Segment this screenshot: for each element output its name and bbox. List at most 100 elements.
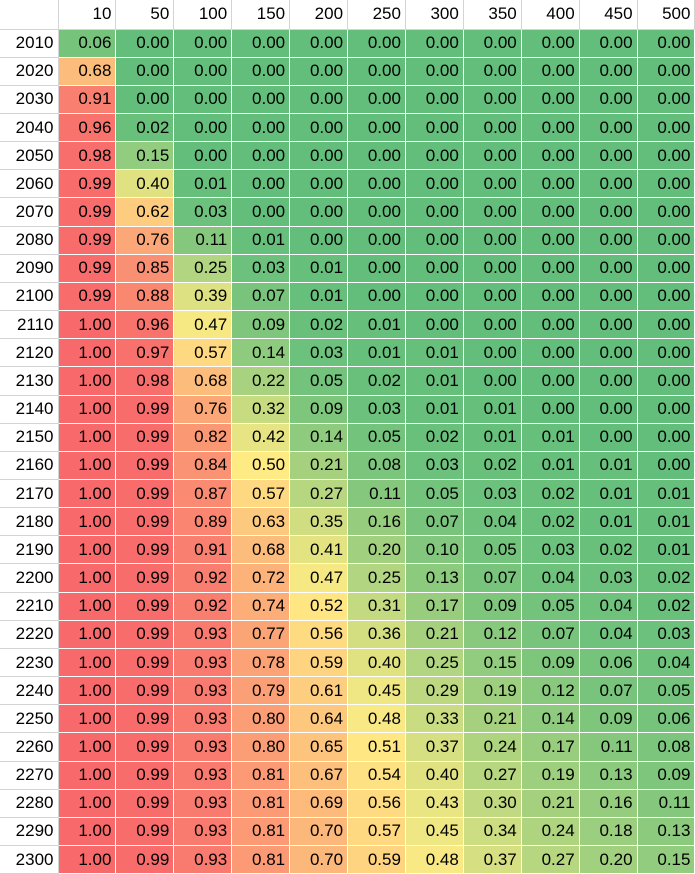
table-row: 2220 1.00 0.99 0.93 0.77 0.56 0.36 0.21 0.12 0.07… (0, 620, 695, 649)
heatmap-cell: 0.00 (579, 338, 638, 367)
heatmap-cell: 0.21 (521, 789, 580, 818)
heatmap-cell: 0.93 (173, 648, 232, 677)
heatmap-cell: 0.00 (579, 423, 638, 452)
row-header: 2150 (0, 423, 59, 452)
column-header: 400 (521, 0, 580, 30)
heatmap-cell: 0.01 (173, 169, 232, 198)
heatmap-cell: 0.34 (463, 817, 522, 846)
heatmap-cell: 0.78 (231, 648, 290, 677)
heatmap-cell: 0.00 (115, 29, 174, 58)
heatmap-cell: 0.07 (579, 676, 638, 705)
heatmap-cell: 0.01 (289, 282, 348, 311)
heatmap-cell: 0.89 (173, 507, 232, 536)
heatmap-cell: 0.03 (173, 197, 232, 227)
heatmap-cell: 0.00 (463, 366, 522, 396)
heatmap-cell: 0.20 (579, 845, 638, 874)
heatmap-cell: 0.03 (637, 620, 695, 649)
heatmap-cell: 0.18 (579, 817, 638, 846)
heatmap-cell: 0.99 (58, 226, 116, 255)
row-header: 2110 (0, 310, 59, 340)
heatmap-cell: 0.99 (115, 789, 174, 818)
heatmap-cell: 0.99 (115, 395, 174, 424)
heatmap-cell: 0.99 (115, 676, 174, 705)
heatmap-cell: 0.07 (405, 507, 464, 536)
heatmap-cell: 0.99 (115, 620, 174, 649)
heatmap-cell: 0.00 (347, 57, 406, 86)
table-row: 2100 0.99 0.88 0.39 0.07 0.01 0.00 0.00 0.00 0.00… (0, 282, 695, 312)
heatmap-cell: 0.98 (58, 141, 116, 170)
heatmap-cell: 0.04 (637, 648, 695, 677)
heatmap-cell: 0.02 (289, 310, 348, 339)
heatmap-cell: 0.00 (289, 169, 348, 198)
column-header: 350 (463, 0, 522, 30)
heatmap-cell: 0.01 (579, 479, 638, 508)
heatmap-cell: 0.02 (405, 423, 464, 452)
heatmap-cell: 0.76 (173, 395, 232, 424)
heatmap-cell: 0.99 (115, 817, 174, 846)
heatmap-cell: 0.30 (463, 789, 522, 818)
heatmap-cell: 0.00 (521, 366, 580, 396)
heatmap-cell: 0.54 (347, 761, 406, 790)
heatmap-cell: 0.01 (231, 226, 290, 255)
row-header: 2040 (0, 113, 59, 143)
row-header: 2270 (0, 761, 59, 790)
heatmap-cell: 0.22 (231, 366, 290, 396)
heatmap-cell: 0.07 (463, 563, 522, 593)
heatmap-cell: 0.01 (289, 254, 348, 283)
table-row: 2110 1.00 0.96 0.47 0.09 0.02 0.01 0.00 0.00 0.00… (0, 310, 695, 340)
heatmap-cell: 0.01 (347, 310, 406, 339)
heatmap-cell: 0.05 (347, 423, 406, 452)
heatmap-cell: 0.36 (347, 620, 406, 649)
heatmap-cell: 0.31 (347, 592, 406, 621)
row-header: 2140 (0, 395, 59, 424)
heatmap-cell: 0.00 (231, 57, 290, 86)
heatmap-cell: 0.06 (58, 29, 116, 58)
heatmap-cell: 1.00 (58, 451, 116, 480)
heatmap-cell: 0.00 (637, 141, 695, 170)
heatmap-cell: 0.00 (289, 141, 348, 170)
heatmap-cell: 0.00 (463, 141, 522, 170)
heatmap-cell: 0.59 (347, 845, 406, 874)
heatmap-cell: 0.04 (579, 620, 638, 649)
heatmap-cell: 0.00 (579, 366, 638, 396)
heatmap-cell: 0.00 (405, 254, 464, 283)
row-header: 2210 (0, 592, 59, 621)
heatmap-cell: 0.25 (347, 563, 406, 593)
heatmap-cell: 0.00 (405, 29, 464, 58)
heatmap-cell: 0.99 (115, 648, 174, 677)
heatmap-cell: 0.07 (231, 282, 290, 311)
heatmap-cell: 0.15 (463, 648, 522, 677)
heatmap-cell: 0.00 (231, 169, 290, 198)
heatmap-cell: 0.00 (579, 169, 638, 198)
table-row: 2230 1.00 0.99 0.93 0.78 0.59 0.40 0.25 0.15 0.09… (0, 648, 695, 678)
heatmap-cell: 0.00 (637, 310, 695, 339)
heatmap-cell: 0.03 (579, 563, 638, 593)
heatmap-cell: 0.09 (463, 592, 522, 621)
heatmap-cell: 0.37 (405, 732, 464, 762)
row-header: 2180 (0, 507, 59, 537)
heatmap-cell: 1.00 (58, 817, 116, 846)
table-row: 2060 0.99 0.40 0.01 0.00 0.00 0.00 0.00 0.00 0.00… (0, 169, 695, 199)
heatmap-cell: 0.99 (58, 254, 116, 283)
heatmap-cell: 0.99 (115, 704, 174, 733)
heatmap-cell: 0.96 (115, 310, 174, 339)
heatmap-cell: 0.03 (463, 479, 522, 508)
heatmap-cell: 0.21 (463, 704, 522, 733)
column-header: 500 (637, 0, 695, 30)
heatmap-cell: 0.40 (347, 648, 406, 677)
table-row: 2010 0.06 0.00 0.00 0.00 0.00 0.00 0.00 0.00 0.00… (0, 29, 695, 58)
heatmap-cell: 0.00 (521, 338, 580, 367)
heatmap-cell: 0.47 (173, 310, 232, 339)
heatmap-cell: 0.00 (405, 85, 464, 114)
heatmap-cell: 0.00 (347, 282, 406, 311)
heatmap-cell: 1.00 (58, 395, 116, 424)
heatmap-cell: 0.00 (405, 282, 464, 311)
heatmap-cell: 0.00 (579, 226, 638, 255)
heatmap-cell: 0.01 (463, 395, 522, 424)
heatmap-cell: 0.15 (115, 141, 174, 170)
column-header: 50 (115, 0, 175, 30)
heatmap-cell: 0.41 (289, 535, 348, 564)
heatmap-cell: 0.00 (463, 29, 522, 58)
heatmap-cell: 1.00 (58, 563, 116, 593)
